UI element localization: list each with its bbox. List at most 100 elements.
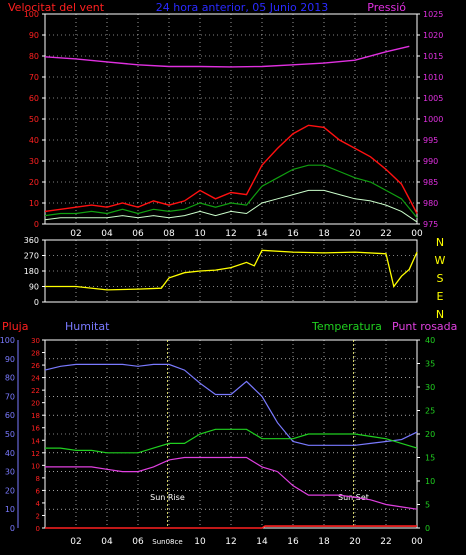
rain-tick-label: 24 [31,375,40,383]
min-wind-series [44,189,418,223]
direction-tick-label: 360 [24,236,39,245]
rain-tick-label: 12 [31,450,40,458]
climate-time-ticks: 02 04 06 10 12 14 16 18 20 22 00 [70,537,423,547]
pressure-tick-label: 1010 [423,73,443,82]
humidity-tick-label: 100 [0,336,15,345]
pressure-tick-label: 1025 [423,10,443,19]
rain-tick-label: 4 [36,500,41,508]
time-tick-label: 02 [70,537,81,547]
time-tick-label: 04 [101,537,113,547]
time-tick-label: 20 [349,537,361,547]
gust-series [44,124,418,214]
time-tick-label: 16 [287,229,299,239]
pressure-ticks: 975 980 985 990 995 1000 1005 1010 1015 1020 1025 [417,10,443,229]
pressure-tick-label: 1000 [423,115,443,124]
direction-ticks: 0 90 180 270 360 [24,236,45,307]
pressure-series [44,45,410,68]
chart-title: 24 hora anterior, 05 Junio 2013 [156,1,329,14]
time-tick-label: 00 [411,229,423,239]
wind-speed-tick-label: 30 [29,157,39,166]
direction-tick-label: 90 [29,283,39,292]
pressure-tick-label: 995 [423,136,438,145]
dewpoint-series [45,456,418,510]
compass-label: N [436,236,444,249]
rain-tick-label: 6 [36,487,41,495]
wind-pressure-chart: Velocitat del vent 24 hora anterior, 05 … [8,1,443,239]
rain-tick-label: 0 [36,525,40,533]
direction-grid [45,239,417,303]
rain-label: Pluja [2,320,28,333]
temperature-tick-label: 35 [425,360,435,369]
pressure-tick-label: 1005 [423,94,443,103]
wind-speed-tick-label: 80 [29,52,39,61]
humidity-tick-label: 10 [5,505,15,514]
temperature-tick-label: 40 [425,336,435,345]
sun-event-label: Sun Rise [150,493,185,502]
time-tick-label: 14 [256,537,268,547]
rain-tick-label: 20 [31,400,40,408]
humidity-label: Humitat [65,320,110,333]
rain-tick-label: 16 [31,425,40,433]
direction-tick-label: 270 [24,252,39,261]
humidity-ticks: 0 10 20 30 40 50 60 70 80 90 100 [0,336,19,533]
temperature-tick-label: 10 [425,477,435,486]
wind-speed-tick-label: 50 [29,115,39,124]
direction-series [45,249,418,291]
rain-series [45,525,417,529]
humidity-tick-label: 50 [5,430,15,439]
rain-tick-label: 28 [31,350,40,358]
time-tick-label: 22 [380,537,391,547]
wind-speed-tick-label: 20 [29,178,39,187]
pressure-tick-label: 990 [423,157,438,166]
rain-tick-label: 18 [31,412,40,420]
wind-series [44,164,418,219]
temperature-tick-label: 25 [425,407,435,416]
humidity-tick-label: 80 [5,374,15,383]
temperature-tick-label: 5 [425,501,430,510]
time-tick-label: 18 [318,537,330,547]
temperature-tick-label: 20 [425,430,435,439]
temperature-series [45,428,418,454]
time-tick-label: 22 [380,229,391,239]
pressure-tick-label: 980 [423,199,438,208]
time-tick-label: 00 [411,537,423,547]
humidity-tick-label: 40 [5,449,15,458]
time-tick-label: 14 [256,229,268,239]
sun-event-tick-label: Sun08ce [152,538,182,546]
humidity-tick-label: 0 [10,524,15,533]
pressure-tick-label: 975 [423,220,438,229]
humidity-tick-label: 90 [5,355,15,364]
time-tick-label: 12 [225,537,236,547]
time-tick-label: 20 [349,229,361,239]
rain-tick-label: 2 [36,512,40,520]
wind-speed-tick-label: 10 [29,199,39,208]
humidity-tick-label: 70 [5,392,15,401]
wind-speed-tick-label: 60 [29,94,39,103]
time-tick-label: 12 [225,229,236,239]
wind-speed-tick-label: 0 [34,220,39,229]
humidity-tick-label: 20 [5,486,15,495]
compass-label: W [435,254,446,267]
time-tick-label: 06 [132,229,144,239]
rain-tick-label: 26 [31,362,40,370]
rain-tick-label: 10 [31,462,40,470]
time-tick-label: 18 [318,229,330,239]
temperature-tick-label: 0 [425,524,430,533]
pressure-tick-label: 1015 [423,52,443,61]
temperature-tick-label: 30 [425,383,435,392]
temperature-ticks: 0 5 10 15 20 25 30 35 40 [417,336,435,533]
rain-tick-label: 14 [31,437,40,445]
wind-speed-axis-label: Velocitat del vent [8,1,105,14]
rain-tick-label: 8 [36,475,40,483]
compass-label: E [437,290,444,303]
climate-chart: Pluja Humitat Temperatura Punt rosada 0 1… [0,320,457,547]
humidity-tick-label: 30 [5,468,15,477]
pressure-tick-label: 985 [423,178,438,187]
direction-tick-label: 180 [24,267,39,276]
compass-label: S [437,272,444,285]
wind-speed-tick-label: 40 [29,136,39,145]
